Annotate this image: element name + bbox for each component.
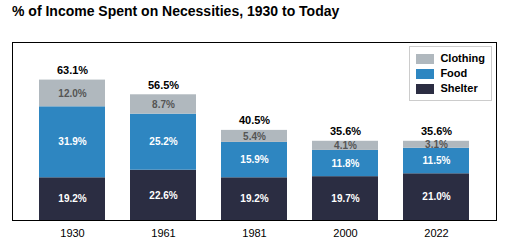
svg-text:15.9%: 15.9% (240, 154, 268, 165)
svg-text:19.7%: 19.7% (331, 193, 359, 204)
svg-text:21.0%: 21.0% (422, 191, 450, 202)
svg-text:2000: 2000 (333, 227, 357, 239)
svg-text:25.2%: 25.2% (149, 136, 177, 147)
html-text:Clothing: Clothing (440, 52, 485, 64)
html-text:Shelter: Shelter (440, 82, 478, 94)
html-text:% of Income Spent on Necessiti: % of Income Spent on Necessities, 1930 t… (12, 3, 340, 19)
svg-text:11.5%: 11.5% (423, 155, 451, 166)
svg-text:3.1%: 3.1% (425, 139, 448, 150)
svg-text:19.2%: 19.2% (58, 193, 86, 204)
svg-text:31.9%: 31.9% (58, 136, 86, 147)
svg-text:19.2%: 19.2% (240, 193, 268, 204)
svg-text:12.0%: 12.0% (58, 88, 86, 99)
svg-text:1930: 1930 (60, 227, 84, 239)
svg-text:1961: 1961 (151, 227, 175, 239)
svg-text:63.1%: 63.1% (57, 64, 88, 76)
svg-text:1981: 1981 (242, 227, 266, 239)
svg-text:5.4%: 5.4% (243, 131, 266, 142)
svg-text:40.5%: 40.5% (239, 114, 270, 126)
svg-text:11.8%: 11.8% (332, 158, 360, 169)
svg-text:8.7%: 8.7% (152, 99, 175, 110)
svg-text:4.1%: 4.1% (334, 140, 357, 151)
svg-text:35.6%: 35.6% (330, 125, 361, 137)
svg-text:56.5%: 56.5% (148, 79, 179, 91)
svg-text:35.6%: 35.6% (421, 125, 452, 137)
html-text:Food: Food (440, 67, 468, 79)
svg-text:2022: 2022 (424, 227, 448, 239)
svg-text:22.6%: 22.6% (149, 190, 177, 201)
